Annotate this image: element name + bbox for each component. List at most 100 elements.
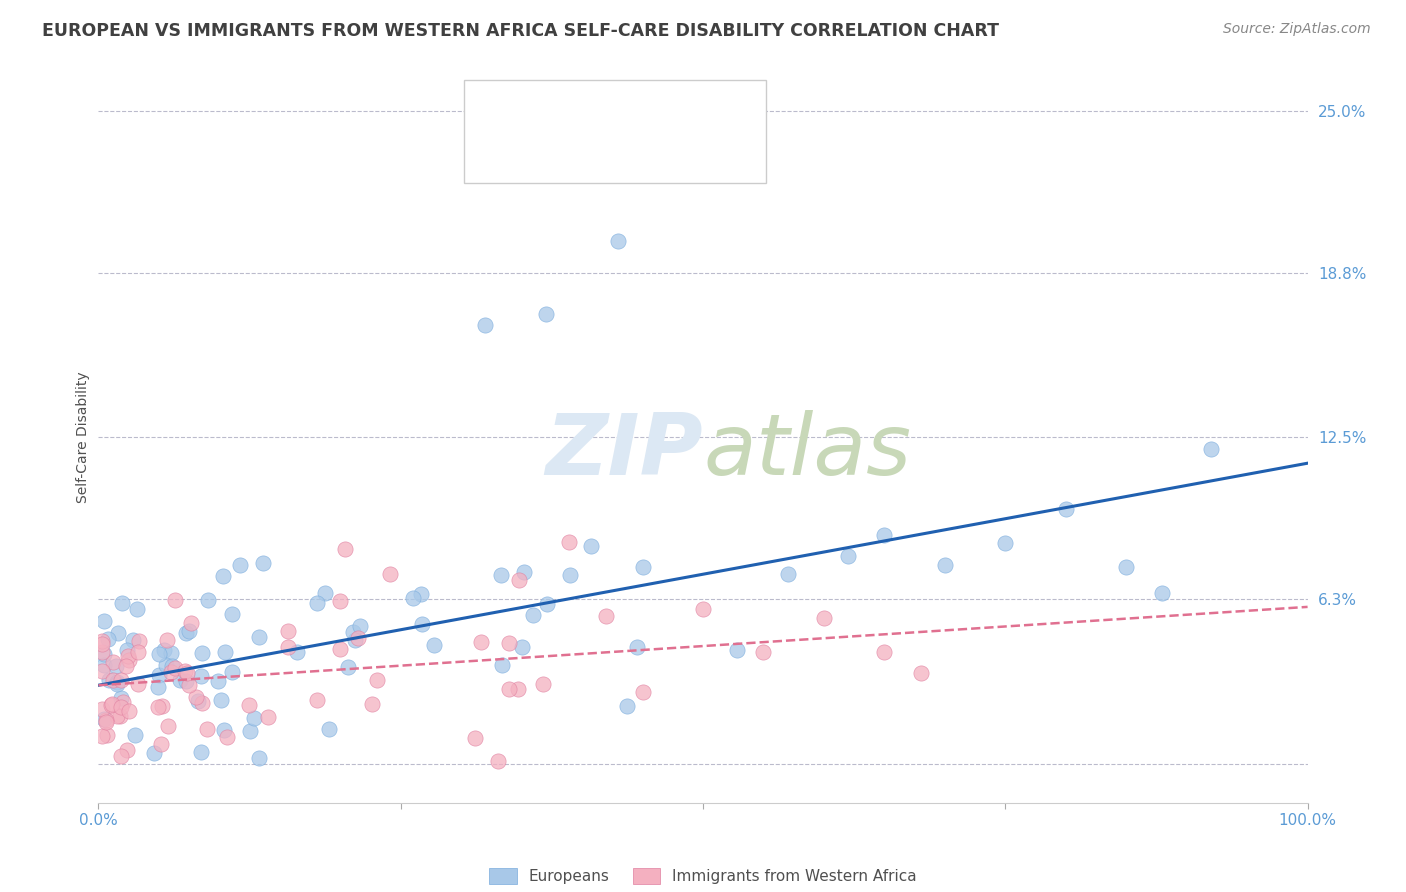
Text: atlas: atlas bbox=[703, 410, 911, 493]
Point bbox=[207, 673, 229, 688]
Point bbox=[752, 645, 775, 659]
Point bbox=[873, 527, 896, 541]
Point bbox=[508, 573, 530, 587]
Point bbox=[470, 635, 492, 649]
Point bbox=[329, 641, 352, 656]
Point bbox=[110, 691, 132, 706]
Point bbox=[238, 698, 260, 712]
Text: ZIP: ZIP bbox=[546, 410, 703, 493]
Point bbox=[910, 666, 932, 681]
Point bbox=[491, 657, 513, 672]
Point bbox=[125, 602, 148, 616]
Point bbox=[117, 642, 139, 657]
Point bbox=[498, 681, 520, 696]
Point bbox=[105, 709, 128, 723]
Point bbox=[96, 715, 118, 730]
Point bbox=[190, 646, 212, 660]
Point bbox=[155, 658, 177, 673]
Point bbox=[146, 680, 169, 694]
Point bbox=[169, 673, 191, 688]
Point bbox=[112, 695, 135, 709]
Point bbox=[522, 608, 544, 623]
Point bbox=[101, 655, 124, 669]
Point bbox=[536, 597, 558, 611]
Point bbox=[187, 694, 209, 708]
Point bbox=[190, 745, 212, 759]
Point bbox=[156, 632, 179, 647]
Point bbox=[474, 318, 496, 332]
Point bbox=[486, 754, 509, 768]
Point bbox=[531, 677, 554, 691]
Point bbox=[247, 631, 270, 645]
Point bbox=[402, 591, 425, 606]
Point bbox=[725, 643, 748, 657]
Point bbox=[174, 626, 197, 640]
Point bbox=[179, 677, 201, 691]
Point bbox=[464, 731, 486, 746]
Point bbox=[252, 556, 274, 570]
Point bbox=[93, 657, 115, 672]
Point bbox=[150, 698, 173, 713]
Point bbox=[346, 631, 368, 645]
Point bbox=[159, 646, 181, 660]
Point bbox=[243, 710, 266, 724]
Point bbox=[934, 558, 956, 572]
Point bbox=[179, 624, 201, 638]
Point bbox=[214, 644, 236, 658]
Text: N = 71: N = 71 bbox=[654, 142, 716, 160]
Point bbox=[93, 615, 115, 629]
Text: R = 0.417: R = 0.417 bbox=[524, 104, 607, 122]
Point bbox=[229, 558, 252, 573]
Point bbox=[96, 728, 118, 742]
Point bbox=[557, 534, 579, 549]
Point bbox=[411, 617, 433, 632]
Point bbox=[111, 596, 134, 610]
Point bbox=[318, 722, 340, 736]
Point bbox=[91, 634, 114, 648]
Point bbox=[128, 633, 150, 648]
Point bbox=[221, 665, 243, 680]
Point bbox=[105, 675, 128, 690]
Point bbox=[607, 234, 630, 248]
Text: Source: ZipAtlas.com: Source: ZipAtlas.com bbox=[1223, 22, 1371, 37]
Point bbox=[342, 624, 364, 639]
Point bbox=[146, 700, 169, 714]
Legend: Europeans, Immigrants from Western Africa: Europeans, Immigrants from Western Afric… bbox=[482, 862, 924, 890]
Point bbox=[91, 664, 114, 678]
Point bbox=[994, 535, 1017, 549]
Point bbox=[108, 709, 131, 723]
Point bbox=[163, 593, 186, 607]
Point bbox=[117, 648, 139, 663]
Point bbox=[180, 615, 202, 630]
Point bbox=[595, 608, 617, 623]
Point bbox=[776, 567, 799, 582]
Point bbox=[616, 698, 638, 713]
Point bbox=[1152, 586, 1174, 600]
Point bbox=[105, 677, 128, 691]
Point bbox=[124, 728, 146, 742]
Point bbox=[191, 697, 214, 711]
Point bbox=[307, 692, 329, 706]
Point bbox=[160, 659, 183, 673]
Point bbox=[366, 673, 388, 687]
Point bbox=[349, 619, 371, 633]
Point bbox=[314, 586, 336, 600]
Point bbox=[143, 746, 166, 760]
Point bbox=[195, 722, 218, 736]
Point bbox=[163, 661, 186, 675]
Point bbox=[190, 669, 212, 683]
Point bbox=[118, 704, 141, 718]
Point bbox=[380, 566, 402, 581]
Point bbox=[287, 645, 309, 659]
Point bbox=[149, 737, 172, 751]
Point bbox=[96, 714, 118, 728]
Point bbox=[97, 632, 120, 647]
Point bbox=[93, 647, 115, 661]
Point bbox=[101, 673, 124, 688]
Point bbox=[221, 607, 243, 621]
Point bbox=[813, 610, 835, 624]
Point bbox=[506, 681, 529, 696]
Point bbox=[148, 668, 170, 682]
Point bbox=[127, 645, 149, 659]
Point bbox=[159, 665, 181, 679]
